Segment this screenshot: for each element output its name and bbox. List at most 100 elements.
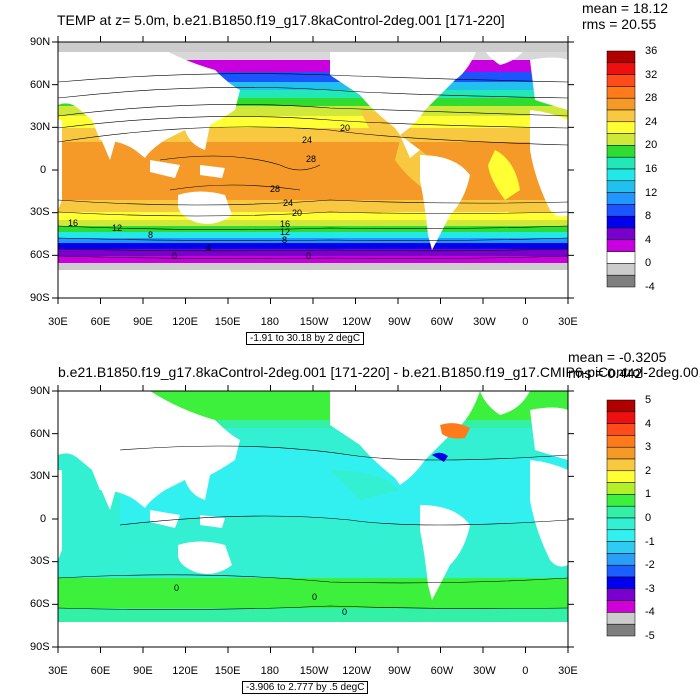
colorbar-label: -5	[645, 630, 655, 642]
colorbar-swatch	[606, 399, 636, 413]
p1-contour-label: 8	[282, 235, 288, 245]
p1-contour-label: 8	[148, 230, 154, 240]
colorbar-label: 20	[645, 139, 658, 152]
lon-tick-label: 0	[522, 665, 529, 677]
lon-tick-label: 90E	[133, 316, 153, 328]
lon-tick-label: 0	[522, 316, 529, 328]
colorbar-swatch	[606, 239, 636, 252]
p2-contour-label: 0	[174, 583, 180, 593]
p2-lat-60n: 60N	[30, 428, 51, 440]
colorbar-label: 24	[645, 115, 658, 128]
colorbar-swatch	[606, 435, 636, 448]
colorbar-label: 0	[645, 257, 652, 270]
panel1-range-box: -1.91 to 30.18 by 2 degC	[246, 332, 365, 345]
colorbar-swatch	[606, 458, 636, 472]
colorbar-swatch	[606, 517, 636, 531]
p2-lat-90n: 90N	[30, 385, 51, 397]
colorbar-swatch	[606, 168, 636, 182]
p2-lat-0: 0	[40, 513, 47, 525]
lon-tick-label: 30E	[48, 665, 68, 677]
panel2-rms: rms = 0.442	[568, 365, 643, 381]
panel1-colorbar	[606, 50, 636, 288]
p1-contour-label: 0	[306, 251, 312, 261]
lon-tick-label: 30E	[558, 665, 578, 677]
colorbar-label: 28	[645, 92, 658, 105]
lon-tick-label: 150W	[299, 316, 329, 328]
colorbar-label: 5	[645, 394, 652, 406]
lon-tick-label: 30W	[473, 316, 496, 328]
colorbar-swatch	[606, 192, 636, 205]
p1-lat-30s: 30S	[30, 206, 50, 218]
colorbar-label: -1	[645, 535, 655, 548]
p1-lat-90s: 90S	[30, 292, 50, 304]
colorbar-swatch	[606, 145, 636, 158]
lon-tick-label: 180	[260, 316, 279, 328]
lon-tick-label: 150E	[214, 665, 241, 677]
p1-contour-label: 4	[206, 243, 212, 253]
lon-tick-label: 150W	[299, 665, 329, 677]
lon-tick-label: 60E	[90, 316, 111, 328]
colorbar-label: -4	[645, 281, 655, 293]
lon-tick-label: 120W	[342, 665, 372, 677]
colorbar-label: 1	[645, 488, 652, 501]
p1-contour-label: 24	[302, 135, 313, 145]
colorbar-swatch	[606, 109, 636, 123]
p2-lat-30n: 30N	[30, 470, 51, 482]
colorbar-swatch	[606, 482, 636, 495]
colorbar-swatch	[606, 50, 636, 64]
lon-tick-label: 90E	[133, 665, 153, 677]
colorbar-label: 32	[645, 68, 658, 81]
p1-contour-label: 16	[68, 218, 79, 228]
colorbar-label: 36	[645, 45, 658, 57]
panel1-title: TEMP at z= 5.0m, b.e21.B1850.f19_g17.8ka…	[57, 12, 505, 28]
p1-lat-60s: 60S	[30, 249, 50, 261]
colorbar-swatch	[606, 588, 636, 601]
colorbar-swatch	[606, 576, 636, 590]
colorbar-label: 2	[645, 464, 652, 477]
p1-contour-label: 28	[270, 184, 281, 194]
colorbar-swatch	[606, 251, 636, 264]
p2-lat-90s: 90S	[30, 641, 50, 653]
panel1-rms: rms = 20.55	[582, 16, 657, 32]
colorbar-label: -3	[645, 582, 655, 595]
p1-contour-label: 20	[292, 208, 303, 218]
colorbar-swatch	[606, 505, 636, 519]
p1-contour-label: 28	[306, 154, 317, 164]
colorbar-label: 8	[645, 210, 652, 223]
panel2-colorbar	[606, 399, 636, 637]
colorbar-swatch	[606, 204, 636, 217]
colorbar-swatch	[606, 541, 636, 554]
colorbar-swatch	[606, 227, 636, 241]
colorbar-swatch	[606, 121, 636, 134]
colorbar-swatch	[606, 86, 636, 99]
p1-lat-0: 0	[40, 164, 47, 176]
colorbar-swatch	[606, 180, 636, 193]
lon-tick-label: 120E	[172, 316, 198, 328]
colorbar-swatch	[606, 446, 636, 460]
lon-tick-label: 90W	[388, 665, 411, 677]
lon-tick-label: 30E	[48, 316, 68, 328]
lon-tick-label: 30E	[558, 316, 578, 328]
colorbar-label: 0	[645, 512, 652, 524]
p2-contour-label: 0	[342, 607, 348, 617]
p1-contour-label: 16	[280, 219, 291, 229]
colorbar-swatch	[606, 74, 636, 87]
panel2-mean: mean = -0.3205	[568, 349, 667, 365]
colorbar-swatch	[606, 600, 636, 613]
colorbar-swatch	[606, 494, 636, 507]
p2-lat-60s: 60S	[30, 598, 50, 610]
colorbar-label: 12	[645, 186, 658, 199]
colorbar-label: 16	[645, 163, 658, 175]
p1-contour-label: 20	[340, 123, 351, 133]
p1-lat-90n: 90N	[30, 36, 51, 48]
panel2-map	[58, 391, 568, 647]
p1-contour-label: 24	[283, 198, 294, 208]
colorbar-label: 3	[645, 441, 652, 454]
lon-tick-label: 60E	[90, 665, 111, 677]
panel1-map	[58, 42, 568, 298]
colorbar-swatch	[606, 215, 636, 229]
p1-lat-60n: 60N	[30, 79, 51, 91]
colorbar-swatch	[606, 97, 636, 111]
lon-tick-label: 90W	[388, 316, 411, 328]
